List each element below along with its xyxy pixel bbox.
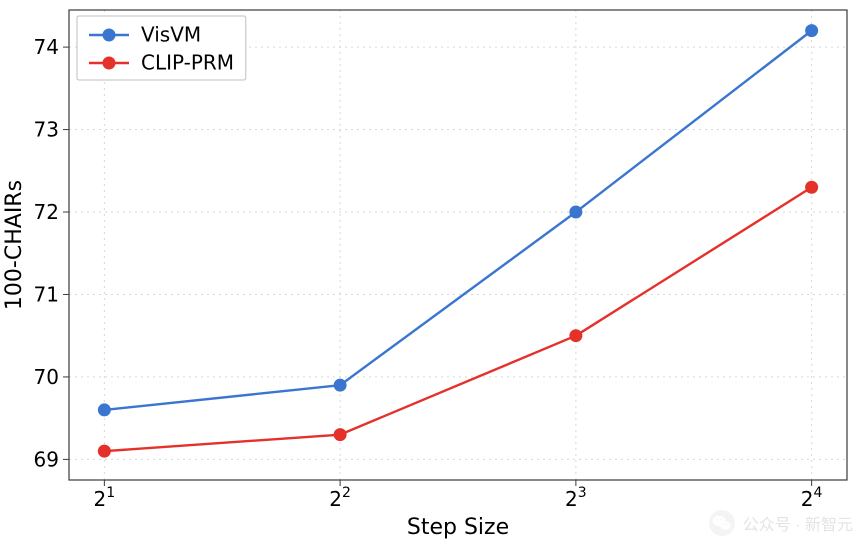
svg-text:73: 73 xyxy=(34,118,59,142)
y-axis-label: 100-CHAIRs xyxy=(2,180,27,310)
x-axis-label: Step Size xyxy=(407,515,509,540)
chart-container: 21222324697071727374Step Size100-CHAIRsV… xyxy=(0,0,865,546)
svg-text:72: 72 xyxy=(34,200,59,224)
series-marker-VisVM xyxy=(98,404,110,416)
svg-text:74: 74 xyxy=(34,35,59,59)
legend: VisVM CLIP-PRM xyxy=(77,16,246,80)
line-chart: 21222324697071727374Step Size100-CHAIRsV… xyxy=(0,0,865,546)
series-marker-VisVM xyxy=(806,25,818,37)
series-marker-VisVM xyxy=(334,379,346,391)
legend-label-VisVM: VisVM xyxy=(141,22,201,46)
legend-label-CLIP-PRM: CLIP-PRM xyxy=(141,50,234,74)
series-marker-VisVM xyxy=(570,206,582,218)
series-marker-CLIP-PRM xyxy=(334,429,346,441)
svg-text:71: 71 xyxy=(34,282,59,306)
series-marker-CLIP-PRM xyxy=(570,330,582,342)
svg-text:70: 70 xyxy=(34,365,59,389)
series-marker-CLIP-PRM xyxy=(806,181,818,193)
series-marker-CLIP-PRM xyxy=(98,445,110,457)
svg-text:69: 69 xyxy=(34,447,59,471)
